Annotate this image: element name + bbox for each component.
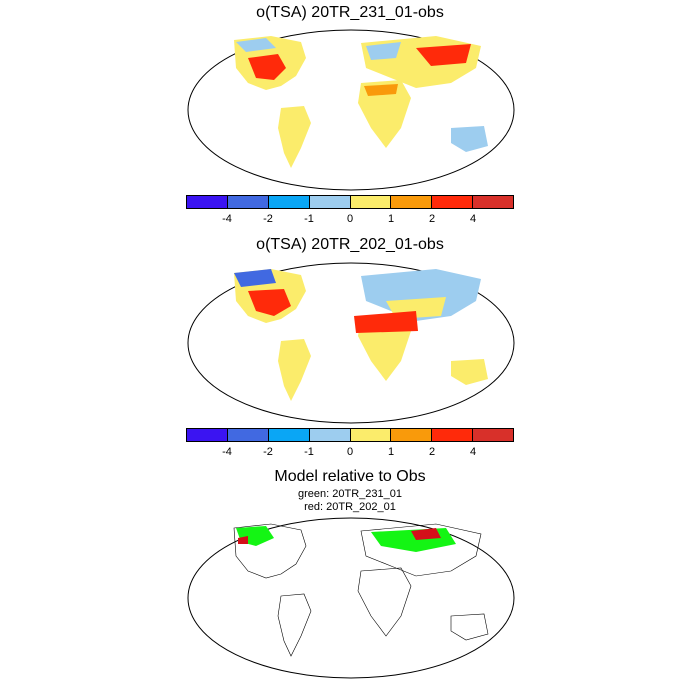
comparison-map	[187, 517, 515, 679]
na-cool	[236, 38, 276, 52]
tick-label: 1	[387, 213, 395, 225]
na-warm	[248, 54, 286, 80]
tick-label: -1	[304, 213, 314, 225]
colorbar-box	[187, 429, 228, 441]
south-america-anomaly	[278, 106, 311, 168]
panel1-title: o(TSA) 20TR_231_01-obs	[256, 4, 444, 21]
south-america-anomaly	[278, 339, 311, 401]
colorbar-box	[227, 429, 269, 441]
eurasia-outline	[360, 523, 482, 577]
tick-label: 1	[387, 446, 395, 458]
colorbar-box	[187, 196, 228, 208]
red-region-eurasia	[411, 528, 441, 540]
tick-label: 4	[469, 446, 477, 458]
australia-anomaly	[451, 359, 488, 385]
tick-label: -2	[263, 446, 273, 458]
tick-label: 0	[346, 446, 354, 458]
panel2-colorbar-ticks: -4 -2 -1 0 1 2 4	[186, 446, 514, 460]
red-region-na	[238, 536, 248, 544]
colorbar-box	[227, 196, 269, 208]
na-warm	[248, 289, 291, 316]
comparison-legend-red: red: 20TR_202_01	[304, 501, 396, 513]
na-cold	[234, 269, 276, 287]
colorbar-box	[350, 429, 392, 441]
panel1-colorbar-ticks: -4 -2 -1 0 1 2 4	[186, 213, 514, 227]
panel1-map	[187, 29, 515, 191]
australia-outline	[450, 613, 489, 641]
australia-anomaly	[451, 126, 488, 152]
panel1-colorbar	[186, 195, 514, 209]
colorbar-box	[309, 429, 351, 441]
colorbar-box	[473, 429, 513, 441]
colorbar-box	[391, 429, 433, 441]
tick-label: -2	[263, 213, 273, 225]
colorbar-box	[473, 196, 513, 208]
colorbar-box	[309, 196, 351, 208]
sa-outline	[277, 593, 312, 657]
comparison-title: Model relative to Obs	[274, 468, 426, 485]
colorbar-box	[432, 429, 474, 441]
africa-outline	[357, 567, 412, 637]
panel2-colorbar	[186, 428, 514, 442]
eurasia-warm	[416, 44, 471, 66]
africa-warm	[364, 84, 398, 96]
panel2-title: o(TSA) 20TR_202_01-obs	[256, 236, 444, 253]
na-outline	[233, 523, 307, 579]
colorbar-box	[432, 196, 474, 208]
panel2-map	[187, 262, 515, 424]
colorbar-box	[391, 196, 433, 208]
colorbar-box	[350, 196, 392, 208]
africa-anomaly	[358, 80, 411, 148]
tick-label: 2	[428, 446, 436, 458]
tick-label: 0	[346, 213, 354, 225]
tick-label: 4	[469, 213, 477, 225]
tick-label: 2	[428, 213, 436, 225]
comparison-legend-green: green: 20TR_231_01	[298, 488, 402, 500]
colorbar-box	[268, 429, 310, 441]
colorbar-box	[268, 196, 310, 208]
tick-label: -4	[222, 213, 232, 225]
tick-label: -4	[222, 446, 232, 458]
eurasia-cool	[366, 42, 401, 60]
africa-warm	[354, 311, 418, 333]
tick-label: -1	[304, 446, 314, 458]
